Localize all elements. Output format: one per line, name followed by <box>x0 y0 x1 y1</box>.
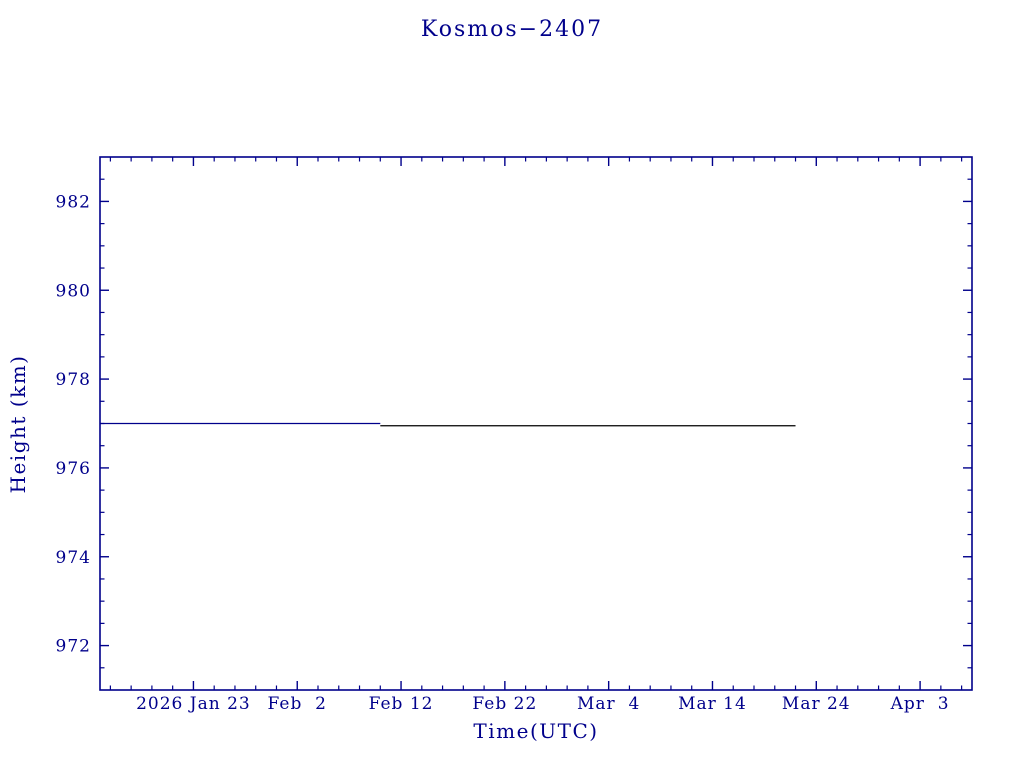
x-axis-label: Time(UTC) <box>473 719 599 743</box>
x-tick-label: Apr 3 <box>890 694 950 714</box>
x-tick-label: Mar 24 <box>782 694 851 714</box>
y-tick-label: 978 <box>56 370 91 390</box>
y-tick-label: 974 <box>56 548 91 568</box>
y-tick-label: 972 <box>56 637 91 657</box>
x-tick-label: Feb 2 <box>268 694 327 714</box>
x-tick-label: Feb 12 <box>369 694 434 714</box>
y-tick-label: 976 <box>56 459 91 479</box>
x-tick-label: 2026 Jan 23 <box>136 694 251 714</box>
x-tick-label: Mar 14 <box>678 694 747 714</box>
x-tick-label: Feb 22 <box>472 694 537 714</box>
y-tick-label: 982 <box>56 192 91 212</box>
x-tick-label: Mar 4 <box>577 694 640 714</box>
y-tick-label: 980 <box>56 281 91 301</box>
chart-title: Kosmos−2407 <box>420 17 604 42</box>
